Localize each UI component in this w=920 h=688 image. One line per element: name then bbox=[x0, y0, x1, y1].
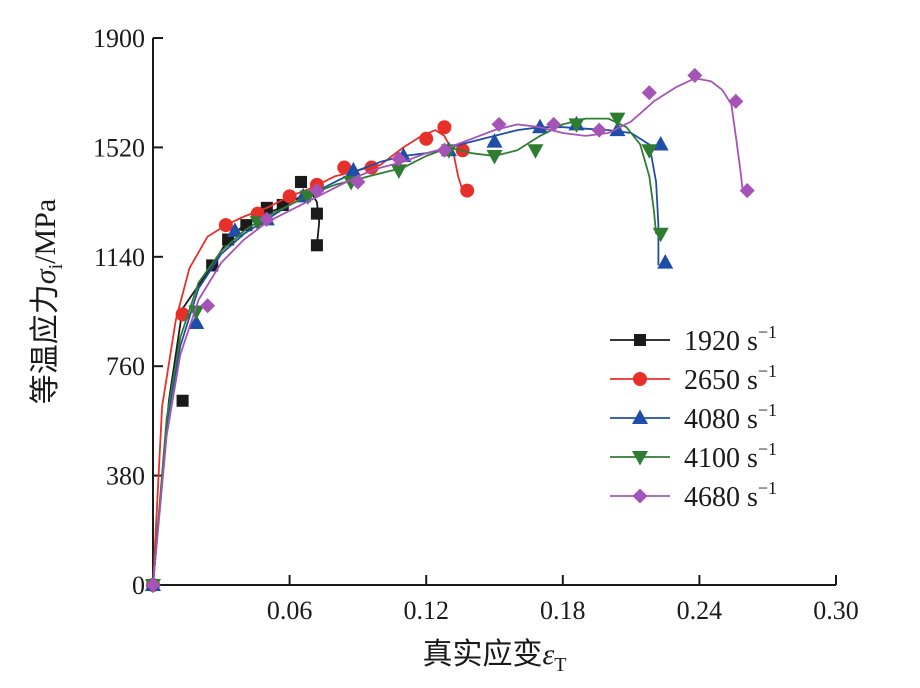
y-axis-label-subscript: i bbox=[45, 263, 67, 269]
data-point-4680-s bbox=[641, 85, 657, 101]
series-line-4080-s bbox=[152, 126, 660, 586]
x-tick-label: 0.12 bbox=[403, 596, 449, 625]
x-ticks: 0.06 0.12 0.18 0.24 0.30 bbox=[267, 575, 859, 625]
series-line-2650-s bbox=[152, 129, 464, 586]
legend-label-4680-s: 4680 s−1 bbox=[684, 478, 777, 513]
series-4080-s bbox=[145, 115, 674, 592]
data-point-2650-s bbox=[437, 120, 452, 135]
y-axis-label-unit: /MPa bbox=[29, 199, 62, 264]
legend-item-4080-s: 4080 s−1 bbox=[610, 400, 777, 435]
legend-marker-4080-s bbox=[632, 409, 648, 425]
data-point-4680-s bbox=[200, 298, 216, 314]
legend-item-2650-s: 2650 s−1 bbox=[610, 361, 777, 396]
legend-label-superscript: −1 bbox=[758, 361, 777, 381]
axes: 0 380 760 1140 1520 1900 0.06 0.12 0.18 0.24 0.30 bbox=[93, 24, 859, 625]
data-point-2650-s bbox=[419, 131, 434, 146]
legend-marker-1920-s bbox=[633, 333, 647, 347]
data-point-4680-s bbox=[145, 577, 161, 593]
legend-label-text: 2650 s bbox=[684, 365, 758, 396]
data-point-4680-s bbox=[687, 67, 703, 83]
series-line-1920-s bbox=[152, 189, 321, 586]
legend-marker-4100-s bbox=[632, 450, 648, 466]
data-point-4080-s bbox=[226, 222, 243, 237]
x-axis-label-subscript: T bbox=[554, 654, 566, 676]
y-tick-label: 760 bbox=[106, 352, 145, 381]
data-point-2650-s bbox=[175, 307, 190, 322]
data-point-4680-s bbox=[350, 174, 366, 190]
y-axis-label-symbol: σ bbox=[29, 268, 62, 284]
data-point-4100-s bbox=[609, 112, 626, 128]
legend-marker-2650-s bbox=[633, 372, 647, 386]
legend-label-4080-s: 4080 s−1 bbox=[684, 400, 777, 435]
legend-label-text: 1920 s bbox=[684, 326, 758, 357]
data-point-4080-s bbox=[188, 314, 205, 330]
data-point-4100-s bbox=[299, 190, 316, 205]
y-tick-label: 1900 bbox=[93, 24, 145, 53]
series-line-4100-s bbox=[152, 117, 657, 586]
x-axis-label-text: 真实应变 bbox=[422, 638, 542, 671]
y-tick-label: 0 bbox=[132, 571, 145, 600]
data-point-4680-s bbox=[391, 151, 407, 167]
y-axis-label: 等温应力σi/MPa bbox=[29, 199, 67, 404]
legend-label-superscript: −1 bbox=[758, 400, 777, 420]
data-point-1920-s bbox=[310, 207, 323, 220]
data-point-4080-s bbox=[486, 133, 503, 148]
legend-label-superscript: −1 bbox=[758, 478, 777, 498]
x-tick-label: 0.18 bbox=[540, 596, 586, 625]
legend-label-superscript: −1 bbox=[758, 322, 777, 342]
data-point-4100-s bbox=[652, 227, 669, 243]
data-point-2650-s bbox=[282, 189, 297, 204]
data-point-4680-s bbox=[546, 116, 562, 132]
series-line-4680-s bbox=[152, 77, 744, 586]
series-4100-s bbox=[145, 112, 669, 594]
legend-label-2650-s: 2650 s−1 bbox=[684, 361, 777, 396]
legend-label-text: 4680 s bbox=[684, 482, 758, 513]
legend-label-superscript: −1 bbox=[758, 439, 777, 459]
data-point-4100-s bbox=[390, 164, 407, 179]
data-point-4100-s bbox=[527, 144, 544, 159]
data-point-4680-s bbox=[309, 183, 325, 199]
series-4680-s bbox=[145, 67, 755, 593]
x-tick-label: 0.24 bbox=[677, 596, 723, 625]
x-axis-label-symbol: ε bbox=[542, 638, 554, 671]
legend-label-text: 4080 s bbox=[684, 404, 758, 435]
data-point-1920-s bbox=[176, 394, 189, 407]
legend-label-4100-s: 4100 s−1 bbox=[684, 439, 777, 474]
y-axis-label-text: 等温应力 bbox=[29, 284, 62, 404]
data-point-4100-s bbox=[641, 144, 658, 159]
data-point-2650-s bbox=[218, 218, 233, 233]
legend-item-1920-s: 1920 s−1 bbox=[610, 322, 777, 357]
data-point-4080-s bbox=[657, 254, 674, 269]
data-point-4680-s bbox=[436, 142, 452, 158]
data-point-4680-s bbox=[728, 93, 744, 109]
data-point-4680-s bbox=[491, 116, 507, 132]
data-point-4100-s bbox=[568, 118, 585, 133]
x-tick-label: 0.06 bbox=[267, 596, 313, 625]
y-tick-label: 380 bbox=[106, 462, 145, 491]
legend-item-4100-s: 4100 s−1 bbox=[610, 439, 777, 474]
data-point-2650-s bbox=[460, 183, 475, 198]
data-point-1920-s bbox=[206, 259, 219, 272]
legend-marker-4680-s bbox=[632, 488, 648, 504]
data-point-4680-s bbox=[739, 183, 755, 199]
data-point-4080-s bbox=[652, 136, 669, 151]
data-point-4680-s bbox=[259, 211, 275, 227]
legend-item-4680-s: 4680 s−1 bbox=[610, 478, 777, 513]
legend-label-text: 4100 s bbox=[684, 443, 758, 474]
plot-area bbox=[145, 67, 755, 594]
x-tick-label: 0.30 bbox=[813, 596, 859, 625]
data-point-1920-s bbox=[294, 175, 308, 188]
x-axis-label: 真实应变εT bbox=[422, 638, 566, 676]
y-tick-label: 1520 bbox=[93, 133, 145, 162]
data-point-4680-s bbox=[591, 122, 607, 138]
y-tick-label: 1140 bbox=[94, 243, 145, 272]
data-point-4100-s bbox=[486, 150, 503, 165]
y-ticks: 0 380 760 1140 1520 1900 bbox=[93, 24, 163, 600]
legend-label-1920-s: 1920 s−1 bbox=[684, 322, 777, 357]
data-point-1920-s bbox=[310, 239, 323, 252]
